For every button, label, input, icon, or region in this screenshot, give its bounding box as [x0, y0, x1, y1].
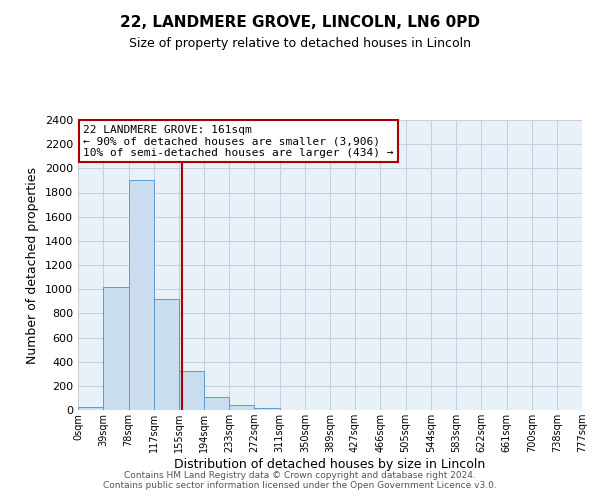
Bar: [78, 407, 103, 410]
X-axis label: Distribution of detached houses by size in Lincoln: Distribution of detached houses by size …: [175, 458, 485, 471]
Text: Contains HM Land Registry data © Crown copyright and database right 2024.: Contains HM Land Registry data © Crown c…: [124, 471, 476, 480]
Bar: [179, 372, 204, 410]
Y-axis label: Number of detached properties: Number of detached properties: [26, 166, 40, 364]
Bar: [154, 299, 179, 410]
Text: Size of property relative to detached houses in Lincoln: Size of property relative to detached ho…: [129, 38, 471, 51]
Bar: [103, 287, 128, 410]
Bar: [254, 408, 280, 410]
Bar: [128, 180, 154, 410]
Text: Contains public sector information licensed under the Open Government Licence v3: Contains public sector information licen…: [103, 481, 497, 490]
Bar: [204, 398, 229, 410]
Text: 22, LANDMERE GROVE, LINCOLN, LN6 0PD: 22, LANDMERE GROVE, LINCOLN, LN6 0PD: [120, 15, 480, 30]
Bar: [229, 404, 254, 410]
Text: 22 LANDMERE GROVE: 161sqm
← 90% of detached houses are smaller (3,906)
10% of se: 22 LANDMERE GROVE: 161sqm ← 90% of detac…: [83, 125, 394, 158]
